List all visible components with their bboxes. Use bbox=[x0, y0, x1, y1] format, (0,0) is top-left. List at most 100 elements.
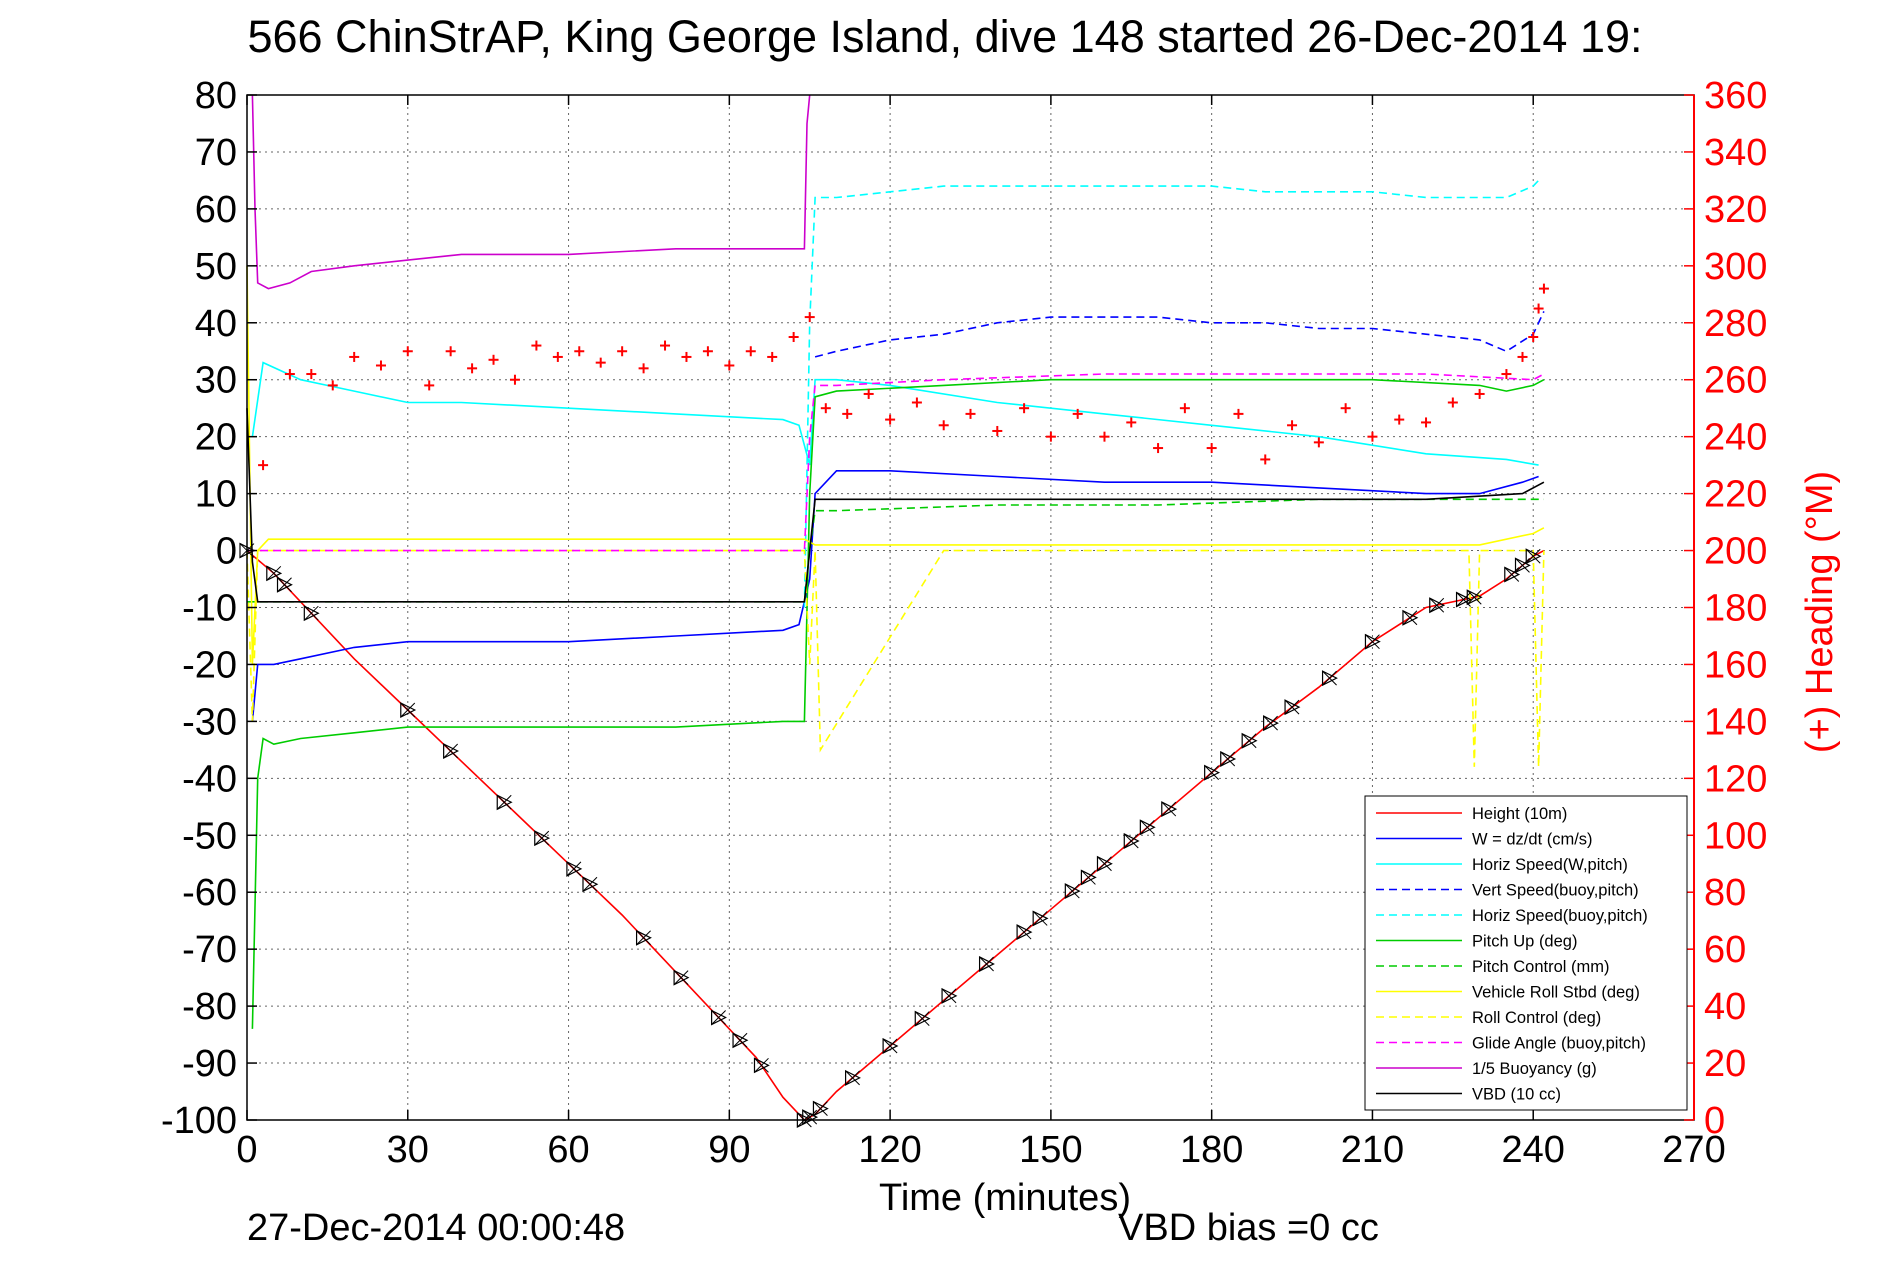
heading-points bbox=[258, 283, 1549, 471]
heading-point bbox=[1126, 417, 1137, 428]
y-tick-label-right: 260 bbox=[1704, 360, 1767, 402]
height-marker-triangle bbox=[1080, 869, 1097, 886]
height-marker bbox=[1220, 751, 1237, 767]
y-tick-label-right: 220 bbox=[1704, 474, 1767, 516]
heading-point bbox=[467, 363, 478, 374]
height-marker-triangle bbox=[914, 1010, 931, 1027]
y-tick-label-right: 180 bbox=[1704, 588, 1767, 630]
legend-item: W = dz/dt (cm/s) bbox=[1376, 831, 1593, 849]
legend-label: VBD (10 cc) bbox=[1472, 1086, 1561, 1104]
height-marker-x bbox=[941, 988, 957, 1004]
series-line-9 bbox=[247, 373, 1545, 552]
height-marker bbox=[534, 830, 551, 847]
heading-point bbox=[638, 363, 649, 374]
height-marker-x bbox=[636, 930, 651, 946]
legend-item: VBD (10 cc) bbox=[1376, 1086, 1561, 1104]
height-marker-x bbox=[1123, 833, 1139, 849]
height-marker-triangle bbox=[400, 702, 417, 718]
heading-point bbox=[1019, 403, 1030, 414]
height-marker bbox=[941, 987, 958, 1004]
series-line-8 bbox=[246, 549, 1545, 767]
heading-point bbox=[284, 369, 295, 380]
height-marker bbox=[582, 876, 599, 893]
y-tick-label-right: 320 bbox=[1704, 189, 1767, 231]
heading-point bbox=[509, 374, 520, 385]
y-tick-label-left: -70 bbox=[182, 929, 237, 971]
heading-point bbox=[1260, 454, 1271, 465]
height-marker-x bbox=[1466, 589, 1482, 605]
height-marker-triangle bbox=[443, 743, 459, 759]
y-tick-label-left: 0 bbox=[216, 531, 237, 573]
height-marker-triangle bbox=[635, 929, 652, 946]
height-marker-x bbox=[1140, 819, 1155, 835]
height-marker-x bbox=[566, 861, 582, 877]
height-marker-triangle bbox=[1241, 732, 1258, 749]
height-marker bbox=[400, 702, 417, 718]
heading-point bbox=[767, 351, 778, 362]
height-marker bbox=[1080, 869, 1097, 886]
height-marker-x bbox=[802, 1109, 818, 1125]
y-tick-label-left: -40 bbox=[182, 758, 237, 800]
legend: Height (10m) W = dz/dt (cm/s) Horiz Speed(… bbox=[1364, 795, 1688, 1111]
heading-point bbox=[1421, 417, 1432, 428]
y-tick-label-left: -60 bbox=[182, 872, 237, 914]
footer-date: 27-Dec-2014 00:00:48 bbox=[247, 1207, 625, 1249]
height-marker-triangle bbox=[1263, 715, 1279, 732]
height-marker bbox=[1504, 566, 1521, 583]
heading-point bbox=[724, 360, 735, 371]
series-line-10 bbox=[251, 94, 811, 290]
height-marker-x bbox=[914, 1011, 930, 1026]
height-marker-x bbox=[1097, 856, 1112, 872]
axis-ticks: 0 30 60 90 120 150 180 210 240 270 80 70 60 50 40 30 20 1… bbox=[161, 75, 1767, 1171]
height-marker-x bbox=[303, 605, 319, 621]
y-tick-label-left: 40 bbox=[195, 303, 237, 345]
y-tick-label-right: 80 bbox=[1704, 872, 1746, 914]
height-marker-x bbox=[711, 1010, 726, 1025]
heading-point bbox=[1072, 408, 1083, 419]
y-tick-label-left: -20 bbox=[182, 644, 237, 686]
height-marker-x bbox=[1504, 567, 1520, 582]
height-marker bbox=[1525, 548, 1542, 565]
height-marker-x bbox=[754, 1057, 769, 1073]
legend-item: Horiz Speed(buoy,pitch) bbox=[1376, 907, 1648, 925]
heading-point bbox=[1153, 443, 1164, 454]
heading-point bbox=[745, 346, 756, 357]
heading-point bbox=[938, 420, 949, 431]
height-marker bbox=[914, 1010, 931, 1027]
legend-label: Pitch Control (mm) bbox=[1472, 958, 1610, 976]
height-marker-x bbox=[1515, 558, 1530, 573]
height-marker-x bbox=[496, 794, 512, 810]
height-marker bbox=[1402, 609, 1419, 626]
height-marker-x bbox=[845, 1070, 860, 1086]
height-marker bbox=[1429, 597, 1446, 614]
height-marker bbox=[303, 605, 320, 622]
height-marker-triangle bbox=[978, 956, 995, 972]
height-marker-x bbox=[443, 743, 459, 759]
height-marker bbox=[844, 1069, 861, 1086]
heading-point bbox=[306, 369, 317, 380]
y-tick-label-right: 120 bbox=[1704, 758, 1767, 800]
height-marker-x bbox=[400, 702, 416, 718]
height-marker bbox=[1032, 910, 1049, 927]
height-marker-triangle bbox=[673, 969, 690, 986]
legend-item: Horiz Speed(W,pitch) bbox=[1376, 856, 1628, 874]
height-marker-x bbox=[1322, 670, 1337, 686]
height-marker-triangle bbox=[1455, 591, 1472, 608]
heading-point bbox=[1447, 397, 1458, 408]
height-marker-triangle bbox=[1364, 633, 1381, 650]
heading-point bbox=[1313, 437, 1324, 448]
y-tick-label-right: 160 bbox=[1704, 644, 1767, 686]
heading-point bbox=[1538, 283, 1549, 294]
height-marker-triangle bbox=[1123, 833, 1140, 849]
y-tick-label-left: -10 bbox=[182, 588, 237, 630]
y-tick-label-left: -100 bbox=[161, 1100, 237, 1142]
heading-point bbox=[885, 414, 896, 425]
legend-label: Glide Angle (buoy,pitch) bbox=[1472, 1035, 1646, 1053]
y-tick-label-right: 240 bbox=[1704, 417, 1767, 459]
height-marker-x bbox=[979, 956, 994, 972]
height-marker-triangle bbox=[1466, 589, 1483, 606]
height-marker bbox=[1321, 670, 1338, 687]
legend-item: Height (10m) bbox=[1376, 805, 1567, 823]
height-marker-triangle bbox=[566, 860, 583, 877]
heading-point bbox=[617, 346, 628, 357]
